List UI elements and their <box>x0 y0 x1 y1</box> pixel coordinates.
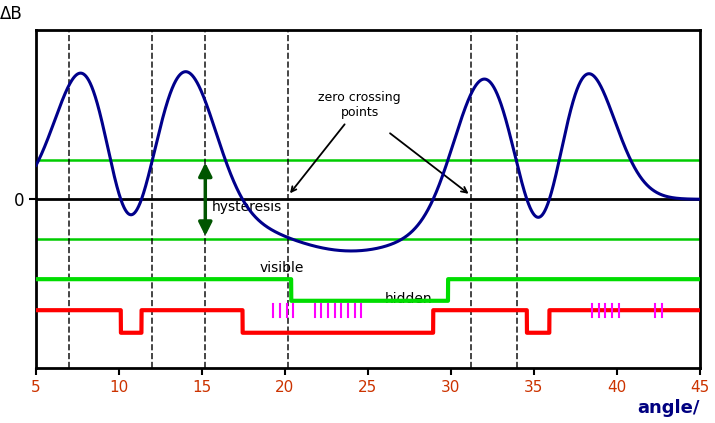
Text: hidden: hidden <box>385 292 432 306</box>
Text: ΔB: ΔB <box>0 5 22 23</box>
X-axis label: angle/: angle/ <box>637 399 700 418</box>
Text: zero crossing
points: zero crossing points <box>291 91 401 192</box>
Text: visible: visible <box>260 261 305 275</box>
Text: hysteresis: hysteresis <box>212 200 282 214</box>
